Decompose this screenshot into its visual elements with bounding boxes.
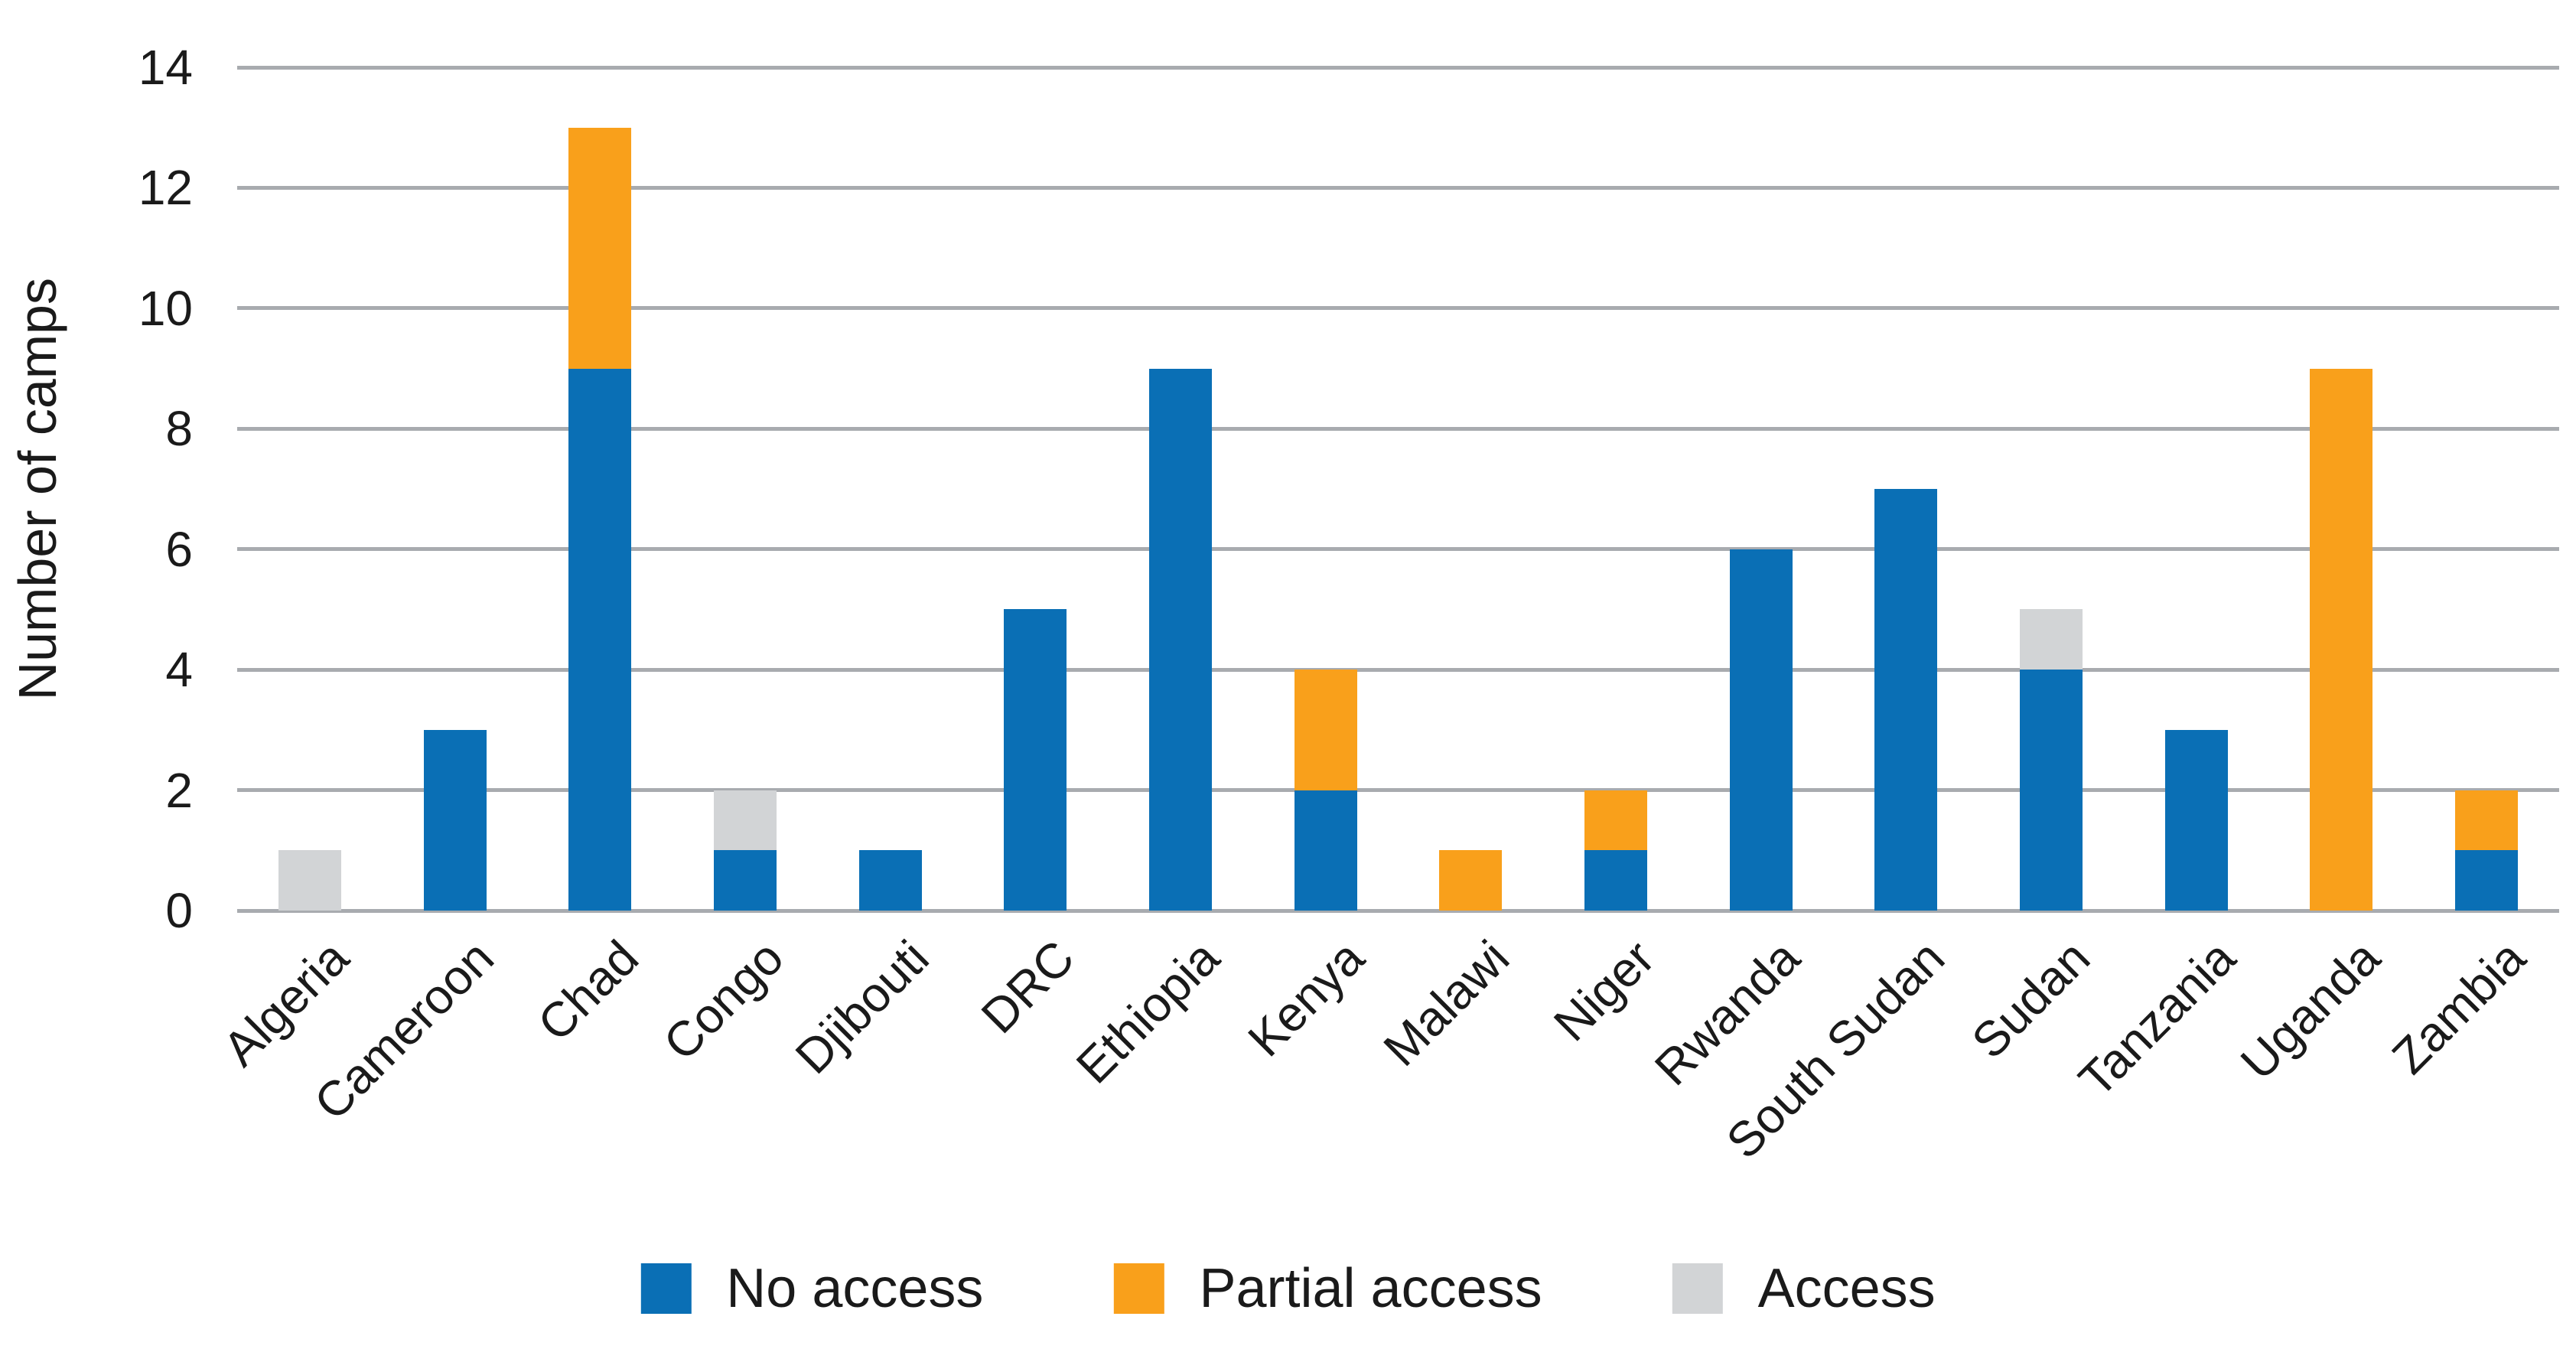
legend-item-access: Access bbox=[1672, 1261, 1936, 1316]
bar-segment-partial-access-chad bbox=[568, 127, 632, 369]
bar-group-djibouti bbox=[818, 67, 963, 911]
x-axis-label-congo: Congo bbox=[653, 930, 794, 1071]
legend-swatch-access bbox=[1672, 1263, 1723, 1314]
legend-swatch-partial-access bbox=[1113, 1263, 1164, 1314]
y-tick-label-6: 6 bbox=[165, 521, 193, 577]
gridline-y-10 bbox=[237, 306, 2559, 311]
x-axis-label-algeria: Algeria bbox=[212, 930, 359, 1077]
bar-group-sudan bbox=[1978, 67, 2124, 911]
x-axis-label-sudan: Sudan bbox=[1961, 930, 2101, 1069]
bar-group-south-sudan bbox=[1834, 67, 1979, 911]
bar-group-niger bbox=[1543, 67, 1689, 911]
gridline-y-2 bbox=[237, 788, 2559, 793]
x-axis-label-zambia: Zambia bbox=[2381, 930, 2536, 1084]
bar-segment-no-access-kenya bbox=[1294, 790, 1357, 911]
bar-group-rwanda bbox=[1689, 67, 1834, 911]
bar-segment-access-sudan bbox=[2020, 609, 2083, 670]
bar-segment-no-access-niger bbox=[1584, 850, 1648, 911]
legend: No access Partial access Access bbox=[640, 1261, 1936, 1316]
bar-segment-no-access-south-sudan bbox=[1874, 489, 1938, 911]
gridline-y-6 bbox=[237, 547, 2559, 552]
bar-segment-no-access-sudan bbox=[2020, 670, 2083, 911]
y-tick-label-4: 4 bbox=[165, 642, 193, 698]
bar-group-kenya bbox=[1253, 67, 1399, 911]
bar-segment-partial-access-uganda bbox=[2310, 368, 2373, 911]
y-tick-label-2: 2 bbox=[165, 762, 193, 818]
x-axis-label-djibouti: Djibouti bbox=[784, 930, 940, 1085]
x-axis-label-tanzania: Tanzania bbox=[2067, 930, 2245, 1108]
legend-item-partial-access: Partial access bbox=[1113, 1261, 1542, 1316]
x-axis-label-kenya: Kenya bbox=[1237, 930, 1375, 1067]
x-axis-label-niger: Niger bbox=[1543, 930, 1666, 1052]
bar-segment-access-algeria bbox=[278, 850, 341, 911]
y-tick-label-0: 0 bbox=[165, 883, 193, 938]
gridline-y-12 bbox=[237, 185, 2559, 190]
x-axis-label-drc: DRC bbox=[970, 930, 1085, 1044]
gridline-y-14 bbox=[237, 65, 2559, 70]
legend-swatch-no-access bbox=[640, 1263, 692, 1314]
bar-group-ethiopia bbox=[1108, 67, 1253, 911]
x-axis-label-ethiopia: Ethiopia bbox=[1065, 930, 1230, 1094]
bar-segment-no-access-djibouti bbox=[858, 850, 922, 911]
bar-segment-no-access-ethiopia bbox=[1148, 368, 1212, 911]
x-axis-label-chad: Chad bbox=[527, 930, 650, 1052]
gridline-y-0 bbox=[237, 908, 2559, 913]
y-tick-label-10: 10 bbox=[138, 280, 193, 336]
bar-segment-partial-access-malawi bbox=[1439, 850, 1503, 911]
bar-group-congo bbox=[672, 67, 818, 911]
gridline-y-4 bbox=[237, 667, 2559, 672]
legend-item-no-access: No access bbox=[640, 1261, 983, 1316]
bar-segment-no-access-congo bbox=[713, 850, 777, 911]
y-tick-label-12: 12 bbox=[138, 160, 193, 216]
plot-area bbox=[237, 65, 2559, 913]
bar-group-algeria bbox=[237, 67, 383, 911]
bar-group-tanzania bbox=[2124, 67, 2269, 911]
x-axis-label-malawi: Malawi bbox=[1373, 930, 1520, 1077]
x-axis-labels: Algeria Cameroon Chad Congo Djibouti DRC Ethio… bbox=[212, 930, 2559, 1207]
bar-segment-no-access-tanzania bbox=[2164, 729, 2228, 911]
bar-segment-no-access-rwanda bbox=[1729, 549, 1793, 911]
bar-segment-partial-access-kenya bbox=[1294, 670, 1357, 790]
bar-segment-access-congo bbox=[713, 790, 777, 851]
bar-segment-no-access-drc bbox=[1004, 609, 1067, 911]
bar-group-drc bbox=[962, 67, 1108, 911]
legend-label: No access bbox=[726, 1258, 984, 1319]
bar-segment-no-access-zambia bbox=[2455, 850, 2519, 911]
legend-label: Partial access bbox=[1199, 1258, 1542, 1319]
bar-segment-partial-access-niger bbox=[1584, 790, 1648, 851]
bar-segment-no-access-cameroon bbox=[423, 729, 487, 911]
bar-segment-partial-access-zambia bbox=[2455, 790, 2519, 851]
bar-group-uganda bbox=[2269, 67, 2415, 911]
y-tick-label-14: 14 bbox=[138, 40, 193, 95]
legend-label: Access bbox=[1757, 1258, 1936, 1319]
y-tick-label-8: 8 bbox=[165, 401, 193, 457]
bar-group-malawi bbox=[1399, 67, 1544, 911]
y-axis-tick-labels: 0 2 4 6 8 10 12 14 bbox=[0, 43, 193, 935]
bar-segment-no-access-chad bbox=[568, 368, 632, 911]
bar-group-zambia bbox=[2414, 67, 2559, 911]
bar-group-cameroon bbox=[383, 67, 528, 911]
bar-group-chad bbox=[527, 67, 672, 911]
x-axis-label-uganda: Uganda bbox=[2230, 930, 2391, 1090]
gridline-y-8 bbox=[237, 426, 2559, 431]
